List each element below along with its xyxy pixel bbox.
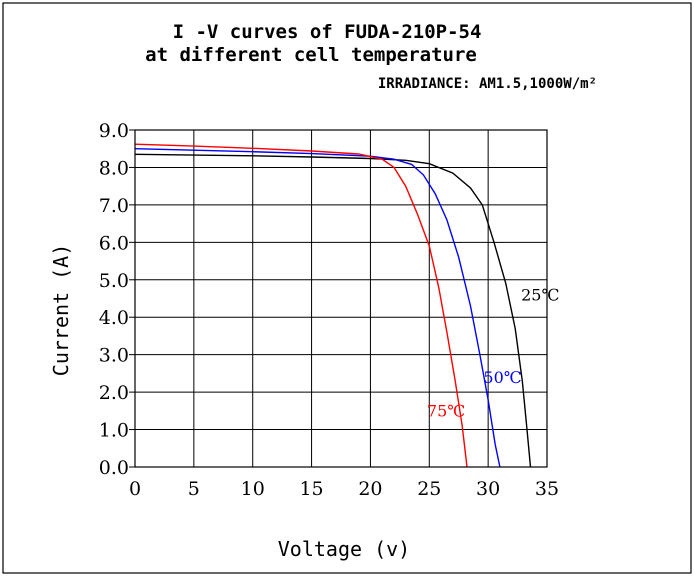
y-tick-label: 4.0 — [99, 307, 129, 329]
chart-subtitle: at different cell temperature — [145, 44, 477, 66]
series-line — [134, 153, 532, 468]
series-lines — [134, 143, 532, 468]
x-axis-label: Voltage (v) — [278, 537, 410, 561]
x-tick-label: 35 — [535, 478, 559, 500]
x-tick-label: 0 — [129, 478, 141, 500]
series-annotations: 25℃ 50℃ 75℃ — [427, 285, 559, 420]
y-tick-label: 5.0 — [99, 270, 129, 292]
series-line — [134, 143, 468, 468]
y-axis-label: Current (A) — [49, 244, 73, 376]
y-tick-label: 1.0 — [99, 420, 129, 442]
y-tick-label: 6.0 — [99, 232, 129, 254]
y-tick-label: 7.0 — [99, 195, 129, 217]
series-line — [134, 148, 501, 468]
x-tick-label: 25 — [417, 478, 441, 500]
series-annotation: 25℃ — [521, 285, 559, 304]
irradiance-note: IRRADIANCE: AM1.5,1000W/m² — [378, 76, 597, 92]
y-tick-label: 8.0 — [99, 157, 129, 179]
y-tick-label: 3.0 — [99, 345, 129, 367]
x-tick-label: 15 — [299, 478, 323, 500]
x-tick-label: 20 — [358, 478, 382, 500]
x-tick-label: 5 — [188, 478, 200, 500]
x-tick-label: 10 — [241, 478, 265, 500]
outer-border — [2, 2, 692, 574]
y-tick-label: 2.0 — [99, 382, 129, 404]
y-tick-label: 9.0 — [99, 120, 129, 142]
x-tick-labels: 0 5 10 15 20 25 30 35 — [129, 478, 559, 500]
chart-title: I -V curves of FUDA-210P-54 — [173, 21, 482, 43]
y-tick-label: 0.0 — [99, 457, 129, 479]
series-annotation: 50℃ — [483, 368, 521, 387]
series-annotation: 75℃ — [427, 401, 465, 420]
grid — [129, 129, 547, 468]
x-tick-label: 30 — [476, 478, 500, 500]
y-tick-labels: 0.0 1.0 2.0 3.0 4.0 5.0 6.0 7.0 8.0 9.0 — [99, 120, 129, 479]
plot-border — [134, 129, 548, 468]
